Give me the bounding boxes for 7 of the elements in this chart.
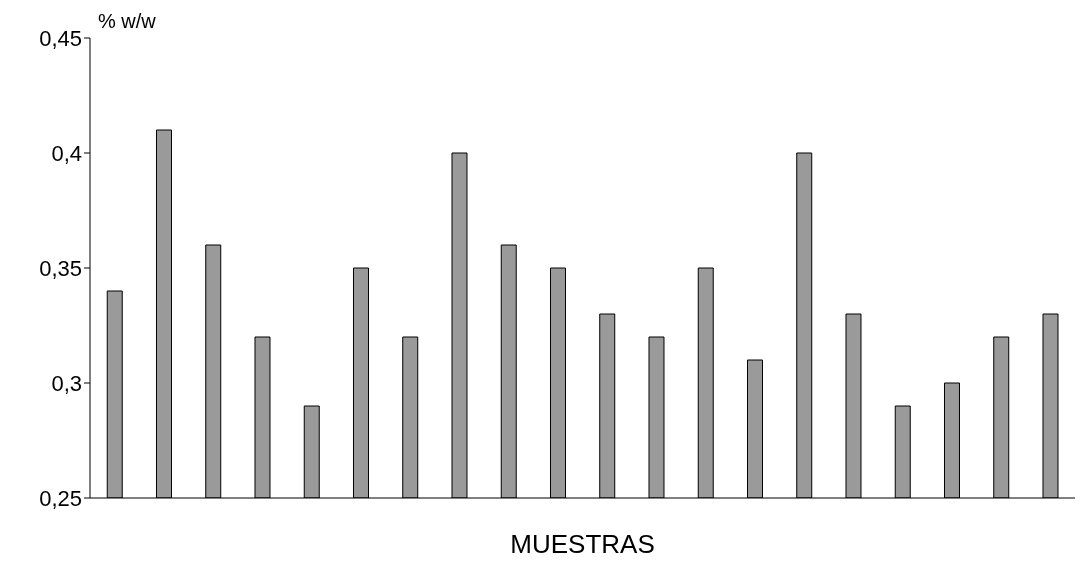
y-tick-label: 0,45 [39,25,82,51]
y-tick-label: 0,35 [39,255,82,281]
y-axis-title: % w/w [98,10,156,33]
x-axis-title: MUESTRAS [510,529,655,559]
y-tick-label: 0,4 [51,140,82,166]
y-tick-label: 0,3 [51,370,82,396]
y-tick-label: 0,25 [39,485,82,511]
